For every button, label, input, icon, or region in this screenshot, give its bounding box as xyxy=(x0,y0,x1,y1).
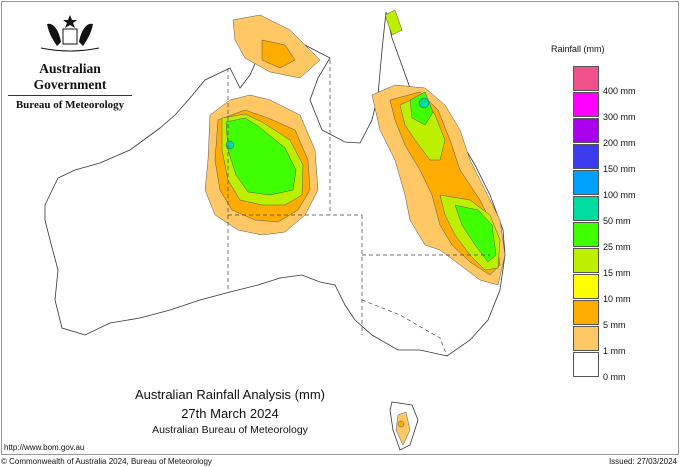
title-date: 27th March 2024 xyxy=(181,406,279,421)
legend-swatch xyxy=(573,326,599,351)
rainfall-areas xyxy=(204,9,506,446)
issued-date: Issued: 27/03/2024 xyxy=(608,457,677,466)
agency-name: Australian Government xyxy=(33,61,107,92)
map-title: Australian Rainfall Analysis (mm) 27th M… xyxy=(120,387,340,436)
legend-swatch xyxy=(573,66,599,91)
title-source: Australian Bureau of Meteorology xyxy=(152,424,308,436)
legend-swatch xyxy=(573,274,599,299)
legend-label: 5 mm xyxy=(603,320,626,330)
legend-label: 150 mm xyxy=(603,164,636,174)
legend-label: 400 mm xyxy=(603,86,636,96)
legend-swatch xyxy=(573,196,599,221)
legend-swatch xyxy=(573,92,599,117)
legend-label: 100 mm xyxy=(603,190,636,200)
legend-label: 200 mm xyxy=(603,138,636,148)
legend-label: 15 mm xyxy=(603,268,631,278)
legend-swatch xyxy=(573,170,599,195)
legend-label: 10 mm xyxy=(603,294,631,304)
legend-label: 25 mm xyxy=(603,242,631,252)
legend-title: Rainfall (mm) xyxy=(551,44,605,54)
legend-label: 1 mm xyxy=(603,346,626,356)
agency-logo: Australian Government Bureau of Meteorol… xyxy=(8,12,132,111)
legend-swatch xyxy=(573,222,599,247)
state-borders xyxy=(227,60,490,357)
coat-of-arms-icon xyxy=(40,15,100,52)
title-line1: Australian Rainfall Analysis (mm) xyxy=(134,387,325,402)
legend-label: 300 mm xyxy=(603,112,636,122)
legend-swatch xyxy=(573,300,599,325)
copyright: © Commonwealth of Australia 2024, Bureau… xyxy=(1,457,212,466)
legend-swatch xyxy=(573,352,599,377)
map-frame xyxy=(1,1,679,455)
legend-label: 0 mm xyxy=(603,372,626,382)
legend-swatch xyxy=(573,144,599,169)
legend-swatch xyxy=(573,118,599,143)
legend-swatch xyxy=(573,248,599,273)
legend-label: 50 mm xyxy=(603,216,631,226)
bureau-name: Bureau of Meteorology xyxy=(8,95,132,111)
website-link[interactable]: http://www.bom.gov.au xyxy=(4,443,85,452)
